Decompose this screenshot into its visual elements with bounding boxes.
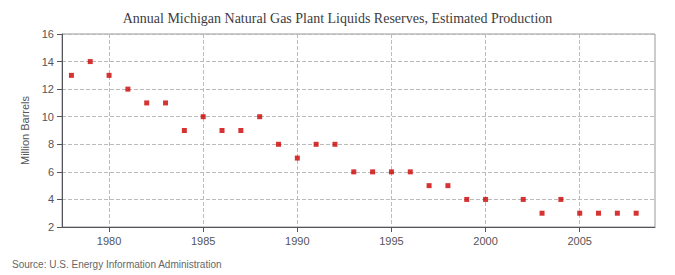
svg-text:Million Barrels: Million Barrels bbox=[19, 95, 31, 165]
svg-text:2005: 2005 bbox=[567, 235, 591, 247]
svg-text:16: 16 bbox=[42, 28, 54, 40]
svg-text:1980: 1980 bbox=[97, 235, 121, 247]
svg-text:Source: U.S. Energy Informatio: Source: U.S. Energy Information Administ… bbox=[12, 259, 222, 270]
svg-text:1985: 1985 bbox=[191, 235, 215, 247]
svg-text:Annual Michigan Natural Gas Pl: Annual Michigan Natural Gas Plant Liquid… bbox=[123, 11, 553, 26]
svg-text:14: 14 bbox=[42, 56, 54, 68]
svg-text:1995: 1995 bbox=[379, 235, 403, 247]
svg-text:12: 12 bbox=[42, 83, 54, 95]
svg-text:2000: 2000 bbox=[473, 235, 497, 247]
svg-text:4: 4 bbox=[48, 193, 54, 205]
svg-text:2: 2 bbox=[48, 221, 54, 233]
svg-text:8: 8 bbox=[48, 138, 54, 150]
svg-text:6: 6 bbox=[48, 166, 54, 178]
svg-text:1990: 1990 bbox=[285, 235, 309, 247]
svg-text:10: 10 bbox=[42, 111, 54, 123]
